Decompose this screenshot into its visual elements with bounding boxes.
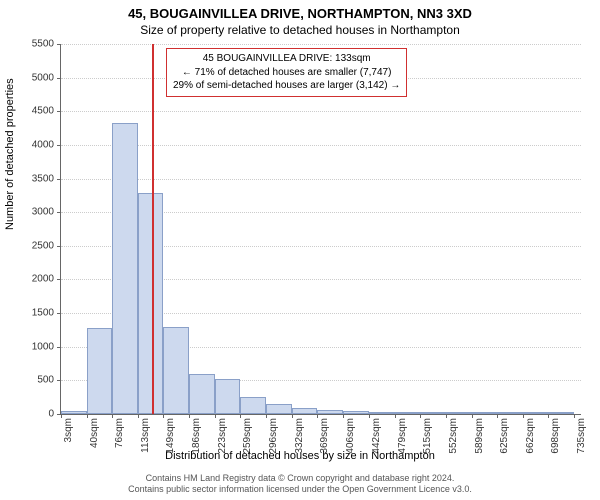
histogram-bar	[163, 327, 189, 414]
footer: Contains HM Land Registry data © Crown c…	[0, 473, 600, 496]
ytick-mark	[57, 347, 61, 348]
histogram-bar	[138, 193, 163, 414]
histogram-bar	[112, 123, 138, 414]
xtick-mark	[446, 414, 447, 418]
xtick-mark	[548, 414, 549, 418]
ytick-label: 2500	[0, 240, 54, 251]
histogram-bar	[317, 410, 343, 414]
ytick-mark	[57, 78, 61, 79]
xtick-mark	[112, 414, 113, 418]
ytick-mark	[57, 179, 61, 180]
grid-line	[61, 179, 581, 180]
ytick-label: 5000	[0, 72, 54, 83]
ytick-label: 3000	[0, 207, 54, 218]
footer-line-1: Contains HM Land Registry data © Crown c…	[0, 473, 600, 485]
ytick-label: 5500	[0, 39, 54, 50]
annotation-line-1: 45 BOUGAINVILLEA DRIVE: 133sqm	[173, 52, 400, 66]
histogram-bar	[369, 412, 395, 414]
ytick-label: 4000	[0, 139, 54, 150]
annotation-box: 45 BOUGAINVILLEA DRIVE: 133sqm← 71% of d…	[166, 48, 407, 97]
histogram-bar	[523, 412, 548, 414]
histogram-bar	[215, 379, 240, 414]
annotation-line-3: 29% of semi-detached houses are larger (…	[173, 79, 400, 93]
annotation-line-2: ← 71% of detached houses are smaller (7,…	[173, 66, 400, 80]
grid-line	[61, 145, 581, 146]
plot-area: 3sqm40sqm76sqm113sqm149sqm186sqm223sqm25…	[60, 44, 580, 414]
xtick-mark	[61, 414, 62, 418]
xtick-mark	[292, 414, 293, 418]
histogram-bar	[266, 404, 291, 414]
ytick-label: 0	[0, 409, 54, 420]
ytick-mark	[57, 111, 61, 112]
ytick-label: 4500	[0, 106, 54, 117]
xtick-mark	[395, 414, 396, 418]
xtick-mark	[523, 414, 524, 418]
histogram-bar	[548, 412, 574, 414]
ytick-label: 3500	[0, 173, 54, 184]
footer-line-2: Contains public sector information licen…	[0, 484, 600, 496]
x-axis-label: Distribution of detached houses by size …	[0, 450, 600, 462]
chart-container: 45, BOUGAINVILLEA DRIVE, NORTHAMPTON, NN…	[0, 0, 600, 500]
ytick-mark	[57, 145, 61, 146]
histogram-bar	[497, 412, 523, 414]
xtick-mark	[574, 414, 575, 418]
histogram-bar	[395, 412, 420, 414]
reference-line	[152, 44, 154, 414]
grid-line	[61, 44, 581, 45]
ytick-label: 1000	[0, 341, 54, 352]
histogram-bar	[240, 397, 266, 414]
histogram-bar	[343, 411, 368, 414]
histogram-bar	[61, 411, 87, 414]
ytick-mark	[57, 212, 61, 213]
ytick-label: 2000	[0, 274, 54, 285]
xtick-mark	[420, 414, 421, 418]
ytick-mark	[57, 313, 61, 314]
histogram-bar	[189, 374, 215, 414]
ytick-label: 500	[0, 375, 54, 386]
histogram-bar	[420, 412, 446, 414]
ytick-mark	[57, 246, 61, 247]
ytick-mark	[57, 279, 61, 280]
histogram-bar	[87, 328, 112, 414]
ytick-mark	[57, 44, 61, 45]
ytick-label: 1500	[0, 308, 54, 319]
histogram-bar	[292, 408, 318, 414]
chart-subtitle: Size of property relative to detached ho…	[0, 21, 600, 37]
histogram-bar	[446, 412, 472, 414]
ytick-mark	[57, 380, 61, 381]
histogram-bar	[472, 412, 497, 414]
xtick-mark	[369, 414, 370, 418]
xtick-mark	[472, 414, 473, 418]
xtick-mark	[87, 414, 88, 418]
plot: 3sqm40sqm76sqm113sqm149sqm186sqm223sqm25…	[60, 44, 581, 415]
chart-title: 45, BOUGAINVILLEA DRIVE, NORTHAMPTON, NN…	[0, 0, 600, 21]
grid-line	[61, 111, 581, 112]
xtick-mark	[497, 414, 498, 418]
xtick-mark	[138, 414, 139, 418]
